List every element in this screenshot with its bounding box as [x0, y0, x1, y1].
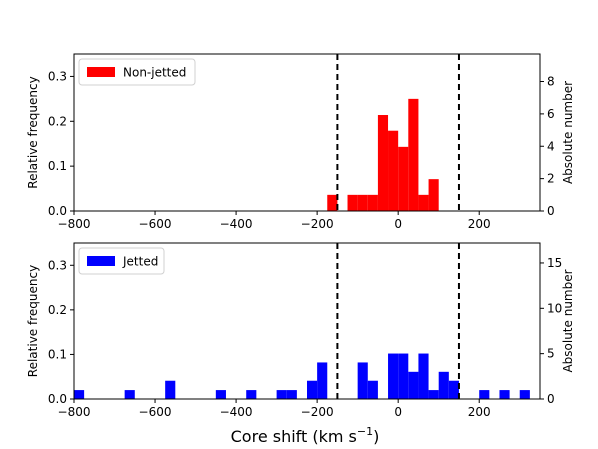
x-tick-label: −600 [139, 405, 172, 419]
y2-axis-label: Absolute number [561, 81, 575, 184]
histogram-bar [388, 130, 399, 211]
x-tick-label: 0 [394, 405, 402, 419]
histogram-bar [398, 353, 409, 399]
y2-tick-label: 0 [547, 204, 555, 218]
histogram-bar [428, 179, 439, 211]
y-axis-label: Relative frequency [26, 265, 40, 377]
x-axis-label-superscript: −1 [357, 425, 373, 438]
histogram-bar [327, 194, 338, 211]
histogram-bar [367, 380, 378, 399]
legend-label: Jetted [122, 255, 158, 269]
x-tick-label: −200 [301, 217, 334, 231]
x-tick-label: −400 [220, 405, 253, 419]
histogram-bar [398, 146, 409, 211]
y-tick-label: 0.1 [48, 159, 67, 173]
legend-box [78, 247, 165, 275]
histogram-bar [215, 390, 226, 399]
y-tick-label: 0.3 [48, 69, 67, 83]
legend-swatch [87, 67, 115, 77]
x-tick-label: 200 [468, 217, 491, 231]
histogram-bar [499, 390, 510, 399]
y2-tick-label: 0 [547, 392, 555, 406]
histogram-bar [418, 353, 429, 399]
y2-tick-label: 15 [547, 256, 562, 270]
y2-tick-label: 6 [547, 107, 555, 121]
histogram-bar [74, 390, 85, 399]
y-tick-label: 0.0 [48, 204, 67, 218]
y-tick-label: 0.0 [48, 392, 67, 406]
histogram-bar [428, 390, 439, 399]
histogram-bar [276, 390, 287, 399]
y-tick-label: 0.2 [48, 114, 67, 128]
histogram-bar [479, 390, 490, 399]
histogram-bar [357, 362, 368, 399]
axes-frame [73, 53, 541, 212]
x-tick-label: −800 [58, 405, 91, 419]
x-axis-label: Core shift (km s−1) [231, 425, 380, 446]
histogram-bar [408, 98, 419, 211]
y2-tick-label: 2 [547, 172, 555, 186]
histogram-bar [367, 194, 378, 211]
histogram-bar [377, 115, 389, 211]
histogram-bar [357, 194, 368, 211]
legend-label: Non-jetted [123, 66, 186, 80]
y-axis-label: Relative frequency [26, 76, 40, 188]
x-tick-label: −800 [58, 217, 91, 231]
bottom-panel-jetted: −800 −600 −400 −200 0 200 0.0 0.1 0.2 0.3 0 5 10 15 Re… [26, 242, 575, 419]
histogram-bar [519, 390, 530, 399]
histogram-bar [246, 390, 257, 399]
x-tick-label: 0 [394, 217, 402, 231]
y2-tick-label: 5 [547, 347, 555, 361]
histogram-bar [307, 380, 318, 399]
top-panel-nonjetted: −800 −600 −400 −200 0 200 0.0 0.1 0.2 0.3 0 2 4 6 8 Rel… [26, 53, 575, 231]
x-axis-label-close: ) [373, 427, 379, 446]
x-tick-label: −400 [220, 217, 253, 231]
y-tick-label: 0.2 [48, 303, 67, 317]
y-tick-label: 0.1 [48, 347, 67, 361]
x-tick-label: 200 [468, 405, 491, 419]
y2-tick-label: 4 [547, 139, 555, 153]
histogram-bar [448, 380, 459, 399]
histogram-bar [347, 194, 358, 211]
histogram-bar [124, 390, 135, 399]
y2-tick-label: 10 [547, 301, 562, 315]
x-tick-label: −600 [139, 217, 172, 231]
legend-swatch [87, 256, 115, 266]
x-tick-label: −200 [301, 405, 334, 419]
axes-frame [73, 242, 541, 400]
histogram-bar [418, 194, 429, 211]
y-tick-label: 0.3 [48, 258, 67, 272]
x-axis-label-main: Core shift (km s [231, 427, 357, 446]
histogram-bar [438, 371, 449, 399]
y2-axis-label: Absolute number [561, 269, 575, 372]
histogram-bar [165, 380, 176, 399]
histogram-bar [286, 390, 297, 399]
y2-tick-label: 8 [547, 75, 555, 89]
histogram-bar [388, 353, 399, 399]
histogram-bar [408, 371, 419, 399]
histogram-bar [317, 362, 328, 399]
legend-box [78, 58, 196, 86]
